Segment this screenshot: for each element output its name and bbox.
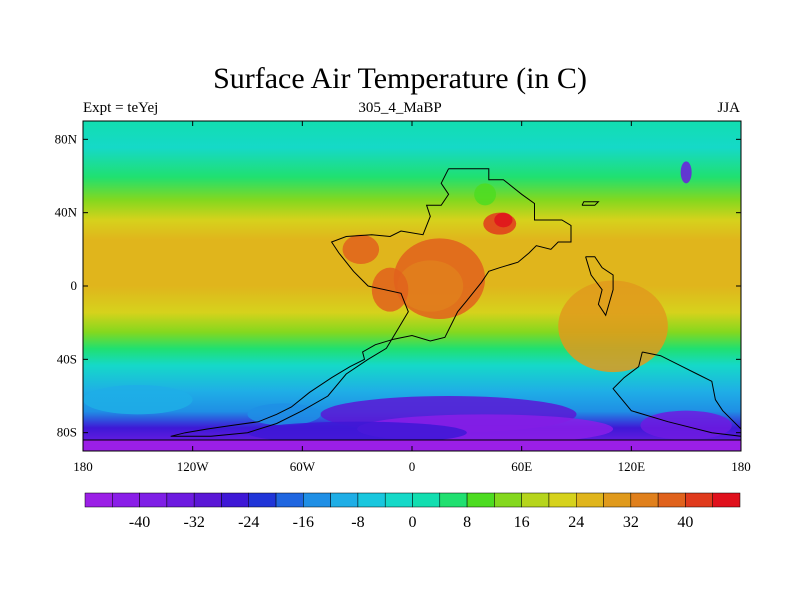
colorbar-swatch — [712, 492, 741, 508]
colorbar-swatch — [221, 492, 249, 508]
temperature-anomaly-patch — [474, 183, 497, 206]
colorbar-swatch — [303, 492, 331, 508]
y-tick-label: 0 — [71, 278, 78, 293]
colorbar-label: 32 — [623, 514, 639, 531]
colorbar-label: 24 — [568, 514, 584, 531]
colorbar-label: 16 — [514, 514, 530, 531]
colorbar-swatch — [685, 492, 713, 508]
coastlines — [83, 168, 742, 441]
temperature-anomaly-patch — [640, 410, 732, 441]
colorbar-label: -8 — [351, 514, 364, 531]
colorbar-swatch — [139, 492, 168, 508]
y-tick-label: 80N — [55, 131, 78, 146]
island-coastline — [581, 201, 600, 206]
colorbar-label: 40 — [677, 514, 693, 531]
colorbar-swatch — [548, 492, 577, 508]
field-patches — [83, 161, 741, 451]
colorbar-swatch — [330, 492, 359, 508]
y-tick-label: 40N — [55, 205, 78, 220]
period-label: 305_4_MaBP — [358, 100, 442, 116]
x-tick-label: 60E — [511, 459, 532, 474]
colorbar-swatch — [84, 492, 113, 508]
colorbar-swatch — [466, 492, 495, 508]
y-tick-label: 40S — [57, 351, 77, 366]
temperature-anomaly-patch — [83, 385, 193, 415]
colorbar-swatch — [630, 492, 659, 508]
x-tick-label: 180 — [731, 459, 751, 474]
season-label: JJA — [717, 100, 740, 116]
experiment-label: Expt = teYej — [83, 100, 159, 116]
colorbar-swatch — [603, 492, 632, 508]
temperature-anomaly-patch — [342, 234, 380, 264]
island-coastline — [585, 256, 614, 317]
colorbar-swatch — [166, 492, 195, 508]
colorbar-swatch — [384, 492, 413, 508]
colorbar-swatch — [275, 492, 304, 508]
colorbar-swatch — [521, 492, 550, 508]
colorbar-swatch — [248, 492, 277, 508]
supercontinent-coastline — [170, 168, 572, 437]
colorbar-swatch — [657, 492, 686, 508]
x-tick-label: 0 — [409, 459, 416, 474]
colorbar-swatch — [193, 492, 222, 508]
colorbar-swatch — [576, 492, 604, 508]
x-tick-label: 60W — [290, 459, 316, 474]
colorbar-swatch — [494, 492, 522, 508]
x-tick-label: 120E — [618, 459, 646, 474]
colorbar-swatch — [357, 492, 386, 508]
temperature-anomaly-patch — [680, 161, 692, 184]
temperature-anomaly-patch — [247, 403, 321, 426]
plot-title: Surface Air Temperature (in C) — [213, 62, 587, 95]
colorbar: -40 -32 -24 -16 -8 0 8 16 24 32 40 — [84, 492, 741, 531]
temperature-anomaly-patch — [558, 280, 668, 373]
colorbar-label: 8 — [463, 514, 471, 531]
colorbar-swatch — [412, 492, 441, 508]
colorbar-label: -32 — [184, 514, 205, 531]
colorbar-swatch — [112, 492, 140, 508]
y-tick-label: 80S — [57, 425, 77, 440]
x-tick-label: 180 — [73, 459, 93, 474]
colorbar-label: -40 — [129, 514, 150, 531]
x-tick-label: 120W — [177, 459, 210, 474]
temperature-anomaly-patch — [247, 421, 467, 444]
colorbar-label: -24 — [238, 514, 259, 531]
temperature-anomaly-patch — [397, 260, 464, 312]
map-field — [83, 121, 741, 451]
antarctic-cold-band — [83, 440, 741, 451]
temperature-anomaly-patch — [371, 267, 409, 312]
colorbar-label: 0 — [409, 514, 417, 531]
colorbar-label: -16 — [293, 514, 314, 531]
map-axes: 180 120W 60W 0 60E 120E 180 80N 40N 0 40S 80S — [55, 121, 751, 474]
colorbar-swatch — [439, 492, 468, 508]
temperature-anomaly-patch — [494, 212, 513, 228]
